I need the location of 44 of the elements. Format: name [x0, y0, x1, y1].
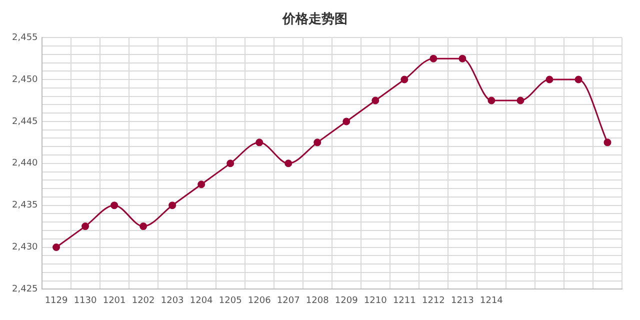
x-tick-label: 1210 [364, 296, 388, 306]
x-tick-label: 1204 [190, 296, 214, 306]
x-tick-label: 1212 [422, 296, 445, 306]
point [168, 202, 176, 210]
point [458, 54, 466, 62]
point [430, 54, 438, 62]
point [198, 180, 206, 188]
point [140, 222, 148, 230]
point [314, 138, 322, 146]
x-tick-label: 1208 [306, 296, 330, 306]
point [226, 160, 234, 168]
x-tick-label: 1129 [44, 296, 68, 306]
point [372, 96, 380, 104]
y-tick-label: 2,455 [12, 32, 38, 43]
point [546, 76, 554, 84]
y-tick-label: 2,435 [12, 200, 38, 211]
x-tick-label: 1205 [218, 296, 242, 306]
y-tick-label: 2,440 [12, 158, 38, 169]
y-tick-label: 2,450 [12, 74, 38, 85]
x-tick-label: 1201 [102, 296, 126, 306]
x-tick-label: 1211 [392, 296, 416, 306]
x-tick-label: 1202 [132, 296, 155, 306]
x-tick-label: 1214 [480, 296, 504, 306]
x-tick-label: 1209 [334, 296, 358, 306]
point [342, 118, 350, 126]
x-tick-label: 1206 [248, 296, 272, 306]
y-tick-label: 2,425 [12, 284, 38, 295]
point [604, 138, 612, 146]
chart-title: 价格走势图 [282, 11, 348, 28]
point [284, 160, 292, 168]
point [488, 96, 496, 104]
point [256, 138, 264, 146]
x-tick-label: 1207 [276, 296, 300, 306]
point [110, 202, 118, 210]
point [52, 244, 60, 252]
point [574, 76, 582, 84]
y-tick-label: 2,445 [12, 116, 38, 127]
point [516, 96, 524, 104]
x-tick-label: 1203 [160, 296, 184, 306]
x-tick-label: 1130 [74, 296, 98, 306]
point [82, 222, 90, 230]
y-tick-label: 2,430 [12, 242, 38, 253]
point [400, 76, 408, 84]
x-tick-label: 1213 [450, 296, 474, 306]
